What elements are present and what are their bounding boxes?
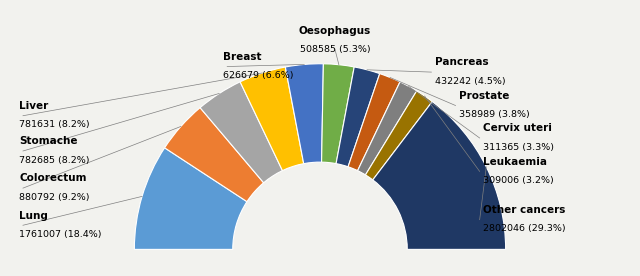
Text: 432242 (4.5%): 432242 (4.5%)	[435, 77, 506, 86]
Text: Breast: Breast	[223, 52, 262, 62]
Text: Liver: Liver	[19, 101, 49, 111]
Text: 781631 (8.2%): 781631 (8.2%)	[19, 120, 90, 129]
Text: Other cancers: Other cancers	[483, 205, 566, 215]
Wedge shape	[240, 67, 304, 171]
Wedge shape	[200, 82, 282, 183]
Text: 782685 (8.2%): 782685 (8.2%)	[19, 156, 90, 165]
Text: 1761007 (18.4%): 1761007 (18.4%)	[19, 230, 102, 239]
Wedge shape	[164, 108, 264, 202]
Text: 2802046 (29.3%): 2802046 (29.3%)	[483, 224, 566, 233]
Text: Stomache: Stomache	[19, 136, 77, 146]
Text: 311365 (3.3%): 311365 (3.3%)	[483, 143, 554, 152]
Wedge shape	[372, 102, 506, 250]
Text: 880792 (9.2%): 880792 (9.2%)	[19, 193, 90, 202]
Wedge shape	[134, 148, 247, 250]
Text: 626679 (6.6%): 626679 (6.6%)	[223, 71, 294, 80]
Text: Oesophagus: Oesophagus	[299, 26, 371, 36]
Text: 508585 (5.3%): 508585 (5.3%)	[300, 45, 370, 54]
Text: Colorectum: Colorectum	[19, 174, 87, 184]
Wedge shape	[321, 64, 354, 164]
Text: Pancreas: Pancreas	[435, 57, 489, 67]
Wedge shape	[348, 74, 400, 171]
Text: 358989 (3.8%): 358989 (3.8%)	[460, 110, 530, 119]
Text: Cervix uteri: Cervix uteri	[483, 123, 552, 133]
Wedge shape	[336, 67, 380, 167]
Wedge shape	[365, 91, 432, 180]
Wedge shape	[285, 64, 323, 164]
Text: Prostate: Prostate	[460, 91, 509, 101]
Text: Lung: Lung	[19, 211, 48, 221]
Text: 309006 (3.2%): 309006 (3.2%)	[483, 176, 554, 185]
Wedge shape	[358, 82, 417, 175]
Text: Leukaemia: Leukaemia	[483, 157, 547, 167]
